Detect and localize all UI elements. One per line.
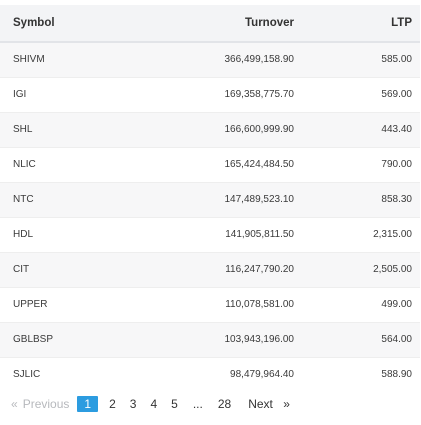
cell-turnover: 147,489,523.10 bbox=[118, 181, 302, 217]
cell-symbol: NLIC bbox=[0, 146, 118, 182]
cell-turnover: 98,479,964.40 bbox=[118, 356, 302, 392]
cell-symbol: GBLBSP bbox=[0, 321, 118, 357]
cell-ltp: 443.40 bbox=[302, 111, 420, 147]
cell-turnover: 141,905,811.50 bbox=[118, 216, 302, 252]
next-group: Next » bbox=[248, 397, 290, 411]
table-row: UPPER 110,078,581.00 499.00 bbox=[0, 286, 420, 322]
cell-symbol: IGI bbox=[0, 76, 118, 112]
table-row: CIT 116,247,790.20 2,505.00 bbox=[0, 251, 420, 287]
cell-turnover: 103,943,196.00 bbox=[118, 321, 302, 357]
cell-turnover: 169,358,775.70 bbox=[118, 76, 302, 112]
page-button[interactable]: 5 bbox=[171, 397, 178, 411]
table-header-row: Symbol Turnover LTP bbox=[0, 5, 420, 43]
cell-turnover: 116,247,790.20 bbox=[118, 251, 302, 287]
page-button-current[interactable]: 1 bbox=[77, 396, 99, 412]
table-row: HDL 141,905,811.50 2,315.00 bbox=[0, 216, 420, 252]
column-header-turnover[interactable]: Turnover bbox=[118, 5, 302, 43]
cell-ltp: 790.00 bbox=[302, 146, 420, 182]
table-row: SHIVM 366,499,158.90 585.00 bbox=[0, 41, 420, 77]
cell-ltp: 858.30 bbox=[302, 181, 420, 217]
previous-button[interactable]: Previous bbox=[22, 397, 70, 411]
cell-turnover: 165,424,484.50 bbox=[118, 146, 302, 182]
table-row: NLIC 165,424,484.50 790.00 bbox=[0, 146, 420, 182]
pagination: « Previous 1 2 3 4 5 ... 28 Next » bbox=[11, 395, 290, 413]
cell-symbol: SHL bbox=[0, 111, 118, 147]
table-row: GBLBSP 103,943,196.00 564.00 bbox=[0, 321, 420, 357]
cell-ltp: 499.00 bbox=[302, 286, 420, 322]
column-header-symbol[interactable]: Symbol bbox=[0, 5, 118, 43]
cell-symbol: SJLIC bbox=[0, 356, 118, 392]
table-row: SJLIC 98,479,964.40 588.90 bbox=[0, 356, 420, 392]
next-arrow-icon[interactable]: » bbox=[283, 397, 290, 411]
cell-symbol: NTC bbox=[0, 181, 118, 217]
cell-symbol: CIT bbox=[0, 251, 118, 287]
cell-ltp: 2,315.00 bbox=[302, 216, 420, 252]
turnover-table: Symbol Turnover LTP SHIVM 366,499,158.90… bbox=[0, 5, 420, 392]
pagination-ellipsis: ... bbox=[192, 397, 203, 411]
cell-turnover: 110,078,581.00 bbox=[118, 286, 302, 322]
previous-arrow-icon: « bbox=[11, 397, 18, 411]
cell-ltp: 564.00 bbox=[302, 321, 420, 357]
cell-symbol: SHIVM bbox=[0, 41, 118, 77]
cell-turnover: 366,499,158.90 bbox=[118, 41, 302, 77]
table-row: NTC 147,489,523.10 858.30 bbox=[0, 181, 420, 217]
table-row: SHL 166,600,999.90 443.40 bbox=[0, 111, 420, 147]
column-header-ltp[interactable]: LTP bbox=[302, 5, 420, 43]
cell-ltp: 588.90 bbox=[302, 356, 420, 392]
cell-symbol: UPPER bbox=[0, 286, 118, 322]
cell-ltp: 585.00 bbox=[302, 41, 420, 77]
page-button[interactable]: 3 bbox=[129, 397, 137, 411]
page-button[interactable]: 4 bbox=[150, 397, 158, 411]
cell-ltp: 569.00 bbox=[302, 76, 420, 112]
table-row: IGI 169,358,775.70 569.00 bbox=[0, 76, 420, 112]
cell-ltp: 2,505.00 bbox=[302, 251, 420, 287]
next-button[interactable]: Next bbox=[248, 397, 273, 411]
page-button-last[interactable]: 28 bbox=[217, 397, 232, 411]
page-button[interactable]: 2 bbox=[109, 397, 116, 411]
cell-symbol: HDL bbox=[0, 216, 118, 252]
cell-turnover: 166,600,999.90 bbox=[118, 111, 302, 147]
